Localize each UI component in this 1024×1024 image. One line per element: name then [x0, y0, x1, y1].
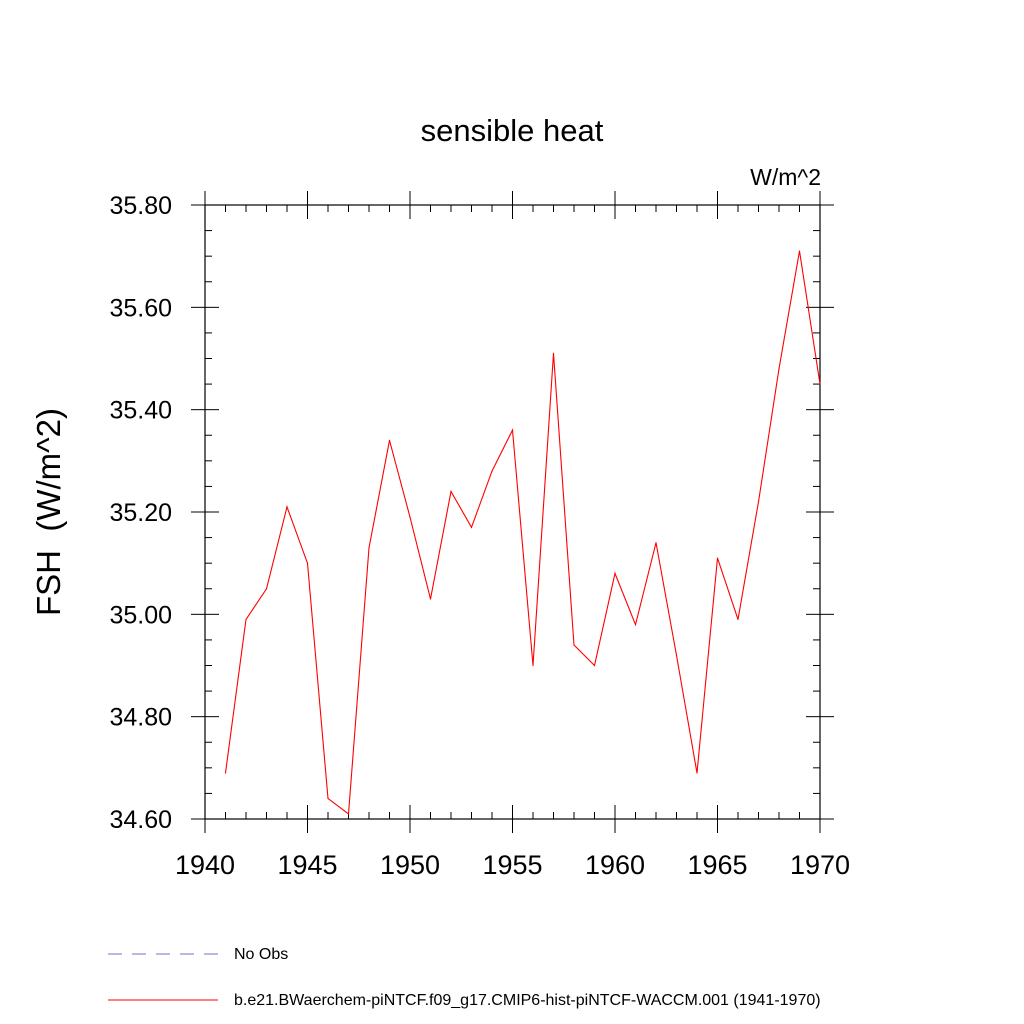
data-point — [306, 562, 309, 564]
plot-frame — [204, 204, 821, 820]
data-point — [388, 439, 391, 441]
y-tick-label: 35.80 — [109, 192, 172, 220]
data-point — [450, 490, 452, 493]
data-point — [491, 470, 493, 472]
data-point — [778, 368, 780, 370]
data-point — [245, 618, 247, 621]
x-tick-label: 1945 — [277, 850, 337, 880]
x-tick-labels: 1940 1945 1950 1955 1960 1965 1970 — [175, 850, 850, 880]
data-point — [593, 664, 596, 667]
data-point — [511, 429, 514, 431]
y-tick-label: 35.20 — [109, 499, 172, 527]
data-point — [429, 598, 432, 600]
legend: No Obs b.e21.BWaerchem-piNTCF.f09_g17.CM… — [108, 946, 821, 1009]
data-point — [634, 623, 637, 626]
axis-ticks — [191, 191, 834, 833]
x-tick-label: 1950 — [380, 850, 440, 880]
series-group — [224, 250, 821, 815]
x-tick-label: 1960 — [585, 850, 645, 880]
data-point — [552, 352, 555, 354]
data-point — [224, 772, 227, 774]
legend-label-model: b.e21.BWaerchem-piNTCF.f09_g17.CMIP6-his… — [234, 992, 821, 1009]
data-point — [470, 526, 473, 528]
x-tick-label: 1965 — [687, 850, 747, 880]
data-point — [286, 506, 288, 508]
units-label: W/m^2 — [750, 164, 821, 190]
y-tick-label: 35.60 — [109, 294, 172, 322]
x-tick-label: 1955 — [482, 850, 542, 880]
y-tick-labels: 34.60 34.80 35.00 35.20 35.40 35.60 35.80 — [109, 192, 172, 834]
data-point — [265, 588, 268, 590]
data-point — [696, 772, 698, 774]
data-point — [655, 542, 657, 544]
y-tick-label: 35.40 — [109, 397, 172, 425]
data-point — [368, 547, 370, 549]
data-point — [675, 654, 678, 656]
data-point — [737, 618, 739, 621]
data-point — [347, 813, 350, 815]
series-line — [224, 250, 821, 815]
chart-title: sensible heat — [421, 113, 604, 148]
data-point — [532, 664, 534, 667]
data-point — [614, 572, 616, 575]
legend-label-no-obs: No Obs — [234, 946, 288, 963]
y-axis-label: FSH (W/m^2) — [30, 408, 67, 616]
data-point — [327, 797, 329, 800]
y-tick-label: 35.00 — [109, 601, 172, 629]
data-point — [798, 250, 801, 252]
x-tick-label: 1940 — [175, 850, 235, 880]
y-tick-label: 34.80 — [109, 704, 172, 732]
y-tick-label: 34.60 — [109, 806, 172, 834]
data-point — [757, 501, 760, 503]
x-tick-label: 1970 — [790, 850, 850, 880]
data-point — [409, 516, 411, 518]
data-point — [573, 644, 575, 646]
data-point — [716, 557, 719, 559]
data-point — [819, 383, 821, 385]
